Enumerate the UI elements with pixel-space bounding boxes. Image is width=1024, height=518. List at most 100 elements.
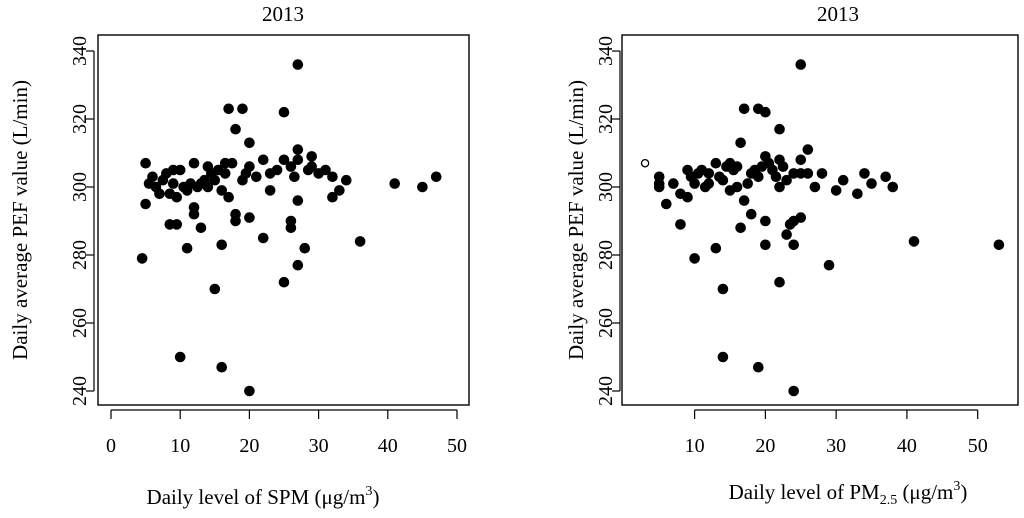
data-point	[285, 161, 297, 172]
data-point	[781, 174, 792, 186]
data-point	[167, 178, 179, 189]
data-point	[760, 215, 771, 227]
data-point	[781, 229, 792, 240]
data-point	[753, 171, 764, 183]
y-axis-label: Daily average PEF value (L/min)	[564, 80, 588, 360]
data-point	[802, 144, 814, 155]
data-point	[188, 157, 200, 169]
data-point	[223, 103, 234, 115]
data-point	[866, 178, 877, 189]
data-point	[219, 168, 231, 179]
data-point	[661, 198, 672, 210]
x-tick-label: 10	[685, 435, 705, 457]
data-point	[244, 161, 255, 172]
data-point	[675, 219, 686, 230]
data-point	[795, 212, 807, 223]
data-point	[389, 178, 401, 189]
data-point	[738, 103, 750, 115]
x-tick-label: 20	[239, 435, 259, 457]
data-point	[216, 185, 228, 196]
data-point	[689, 178, 700, 189]
data-point	[354, 236, 366, 247]
data-point-open	[640, 158, 650, 168]
x-label-text: )	[960, 480, 967, 504]
data-point	[209, 174, 221, 186]
data-point	[223, 191, 234, 203]
data-point	[154, 188, 165, 200]
data-point	[257, 232, 269, 244]
data-point	[735, 222, 746, 234]
data-point	[830, 185, 842, 196]
data-point	[668, 178, 679, 189]
data-point	[181, 242, 193, 254]
data-point	[244, 137, 255, 149]
data-point	[417, 181, 428, 193]
data-point	[292, 259, 304, 271]
data-point	[802, 168, 814, 179]
x-tick-label: 40	[378, 435, 398, 457]
data-point	[731, 181, 743, 193]
data-point	[880, 171, 891, 183]
data-point	[244, 212, 255, 223]
data-point	[731, 161, 743, 172]
data-point	[174, 164, 186, 176]
scatter-panel-1: 2013 0 10 20 30 40 50 240 260 280 300 320 340 Daily a…	[8, 2, 470, 509]
data-point	[717, 351, 729, 363]
data-point	[251, 171, 262, 183]
data-point	[237, 103, 248, 115]
data-point	[327, 191, 338, 203]
y-axis-label: Daily average PEF value (L/min)	[8, 80, 32, 360]
data-point	[257, 154, 269, 166]
x-label-text: (μg/m	[897, 480, 953, 504]
data-point	[430, 171, 442, 183]
data-point	[278, 106, 290, 118]
data-point	[271, 164, 283, 176]
data-point	[745, 208, 757, 220]
chart-title: 2013	[262, 2, 304, 26]
data-point	[292, 144, 304, 155]
data-point	[653, 181, 665, 193]
data-point	[306, 161, 317, 172]
x-label-superscript: 3	[365, 484, 372, 499]
y-tick-label: 260	[69, 308, 91, 338]
data-point	[292, 154, 304, 166]
data-point	[795, 59, 807, 70]
data-point	[816, 168, 828, 179]
data-point	[823, 259, 835, 271]
data-point	[292, 59, 304, 70]
y-tick-label: 240	[69, 376, 91, 406]
data-point	[230, 123, 241, 135]
y-tick-label: 340	[69, 36, 91, 66]
x-tick-label: 30	[309, 435, 329, 457]
data-point	[264, 185, 276, 196]
data-point	[226, 157, 238, 169]
scatter-panel-2: 2013 10 20 30 40 50 240 260 280 300 320 340 Daily av…	[564, 2, 1019, 508]
data-point	[710, 157, 722, 169]
x-tick-label: 30	[826, 435, 846, 457]
data-point	[147, 171, 158, 183]
data-point	[735, 137, 746, 149]
data-point	[908, 236, 920, 247]
data-point	[682, 191, 693, 203]
x-axis-label: Daily level of SPM (μg/m3)	[147, 484, 380, 509]
data-point	[216, 361, 228, 373]
plot-frame	[621, 34, 1019, 406]
y-tick-label: 320	[69, 104, 91, 134]
data-point	[216, 239, 228, 251]
data-point	[837, 174, 849, 186]
x-tick-label: 50	[968, 435, 988, 457]
x-label-subscript: 2.5	[880, 493, 898, 508]
y-tick-label: 340	[595, 36, 617, 66]
data-point	[195, 222, 207, 234]
y-tick-label: 240	[595, 376, 617, 406]
data-point	[760, 106, 771, 118]
data-point	[859, 168, 870, 179]
data-point	[774, 181, 785, 193]
data-point	[774, 276, 785, 288]
data-point	[171, 191, 183, 203]
data-point	[777, 161, 789, 172]
data-point	[993, 239, 1005, 251]
x-label-superscript: 3	[953, 479, 960, 494]
data-point	[788, 239, 799, 251]
data-point	[717, 174, 729, 186]
